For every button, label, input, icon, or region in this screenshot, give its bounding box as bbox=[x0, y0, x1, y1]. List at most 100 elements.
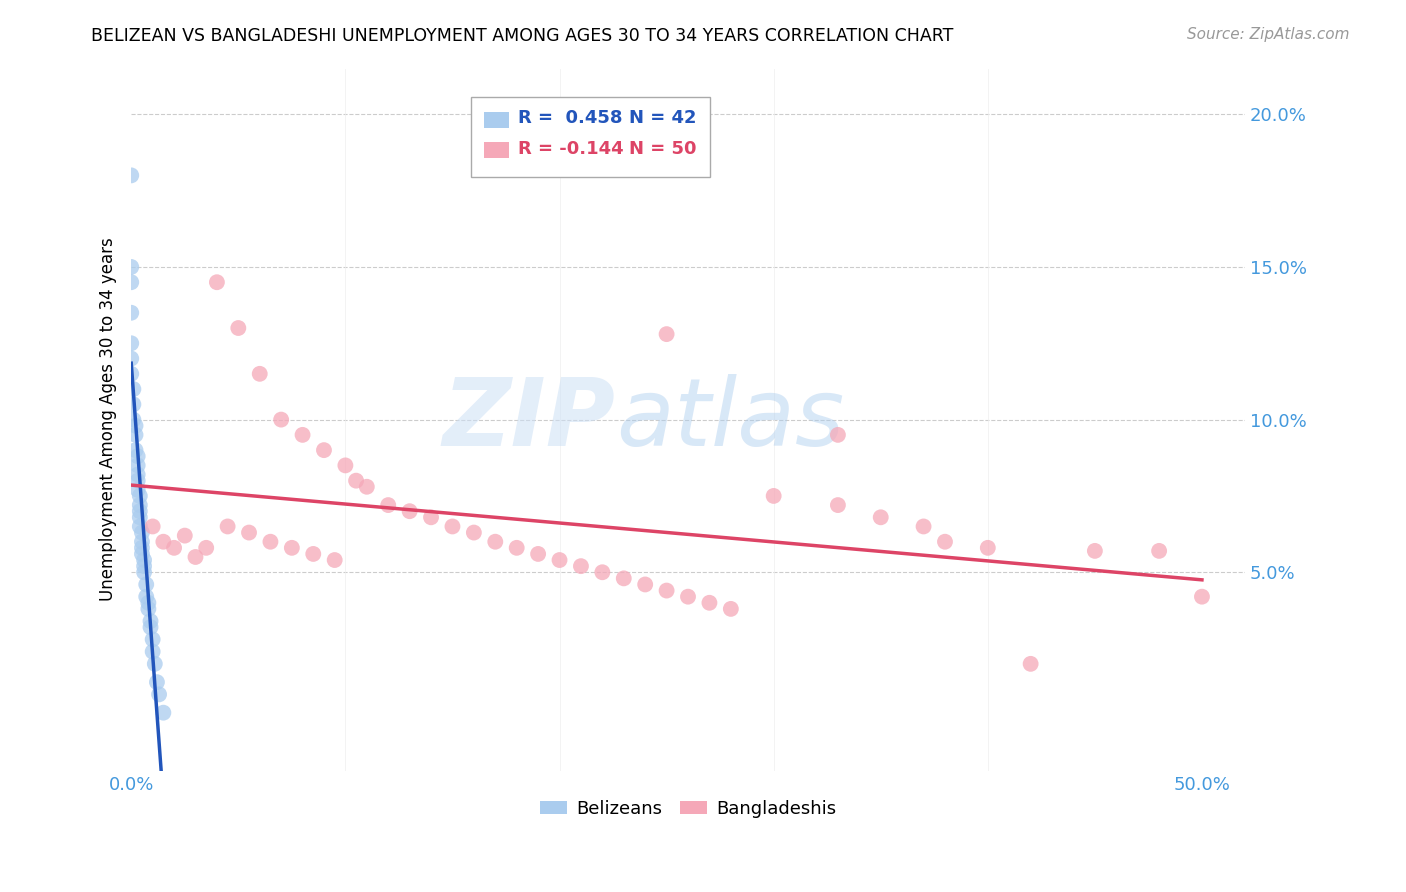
Point bbox=[548, 553, 571, 567]
Point bbox=[131, 541, 153, 555]
Point bbox=[142, 632, 165, 647]
Point bbox=[356, 480, 378, 494]
Point bbox=[152, 706, 174, 720]
Point bbox=[128, 489, 150, 503]
Point bbox=[132, 553, 155, 567]
Point bbox=[977, 541, 1000, 555]
Point bbox=[720, 602, 742, 616]
Point bbox=[259, 534, 281, 549]
Point bbox=[505, 541, 527, 555]
Point bbox=[912, 519, 935, 533]
Point bbox=[484, 534, 506, 549]
Y-axis label: Unemployment Among Ages 30 to 34 years: Unemployment Among Ages 30 to 34 years bbox=[100, 238, 117, 601]
Point bbox=[173, 528, 195, 542]
Point bbox=[217, 519, 239, 533]
FancyBboxPatch shape bbox=[471, 96, 710, 178]
Point bbox=[238, 525, 260, 540]
Text: BELIZEAN VS BANGLADESHI UNEMPLOYMENT AMONG AGES 30 TO 34 YEARS CORRELATION CHART: BELIZEAN VS BANGLADESHI UNEMPLOYMENT AMO… bbox=[91, 27, 953, 45]
Point bbox=[132, 559, 155, 574]
Text: ZIP: ZIP bbox=[443, 374, 616, 466]
Point bbox=[142, 519, 165, 533]
Point bbox=[127, 449, 149, 463]
Point bbox=[127, 483, 149, 497]
Text: R =  0.458: R = 0.458 bbox=[517, 110, 621, 128]
Point bbox=[676, 590, 699, 604]
Point bbox=[441, 519, 464, 533]
Point bbox=[131, 547, 153, 561]
Point bbox=[124, 418, 146, 433]
Point bbox=[869, 510, 891, 524]
Point bbox=[335, 458, 357, 473]
Point bbox=[344, 474, 367, 488]
Point bbox=[762, 489, 785, 503]
Point bbox=[120, 260, 142, 274]
Point bbox=[120, 351, 142, 366]
Point bbox=[138, 602, 160, 616]
Point bbox=[184, 549, 207, 564]
Point bbox=[195, 541, 218, 555]
Point bbox=[127, 467, 149, 482]
Legend: Belizeans, Bangladeshis: Belizeans, Bangladeshis bbox=[533, 792, 844, 825]
Point bbox=[634, 577, 657, 591]
Point bbox=[139, 614, 162, 628]
Point bbox=[122, 412, 145, 426]
Point bbox=[120, 275, 142, 289]
Point bbox=[1147, 544, 1170, 558]
Point bbox=[128, 504, 150, 518]
Point bbox=[249, 367, 271, 381]
Point bbox=[132, 566, 155, 580]
Point bbox=[124, 428, 146, 442]
Point bbox=[312, 443, 335, 458]
Point bbox=[163, 541, 186, 555]
Text: N = 50: N = 50 bbox=[628, 139, 696, 158]
Point bbox=[131, 534, 153, 549]
Point bbox=[827, 428, 849, 442]
Point bbox=[142, 645, 165, 659]
Point bbox=[527, 547, 550, 561]
Text: atlas: atlas bbox=[616, 374, 844, 465]
Point bbox=[128, 519, 150, 533]
Point bbox=[1191, 590, 1213, 604]
Text: N = 42: N = 42 bbox=[628, 110, 696, 128]
Point bbox=[122, 382, 145, 396]
FancyBboxPatch shape bbox=[484, 142, 509, 158]
Point bbox=[128, 510, 150, 524]
Point bbox=[291, 428, 314, 442]
Point bbox=[463, 525, 485, 540]
Point bbox=[377, 498, 399, 512]
Point bbox=[420, 510, 443, 524]
Point bbox=[281, 541, 304, 555]
Point bbox=[139, 620, 162, 634]
Point bbox=[127, 458, 149, 473]
Point bbox=[205, 275, 228, 289]
Point bbox=[128, 498, 150, 512]
Text: Source: ZipAtlas.com: Source: ZipAtlas.com bbox=[1187, 27, 1350, 42]
Point bbox=[699, 596, 721, 610]
Point bbox=[569, 559, 592, 574]
Point bbox=[138, 596, 160, 610]
Point bbox=[228, 321, 250, 335]
Point bbox=[127, 474, 149, 488]
FancyBboxPatch shape bbox=[484, 112, 509, 128]
Point bbox=[152, 534, 174, 549]
Point bbox=[135, 590, 157, 604]
Point bbox=[827, 498, 849, 512]
Point bbox=[1084, 544, 1107, 558]
Point bbox=[1019, 657, 1042, 671]
Point bbox=[655, 583, 678, 598]
Point bbox=[591, 566, 613, 580]
Point bbox=[120, 367, 142, 381]
Point bbox=[270, 412, 292, 426]
Point bbox=[655, 327, 678, 342]
Point bbox=[302, 547, 325, 561]
Text: R = -0.144: R = -0.144 bbox=[517, 139, 623, 158]
Point bbox=[122, 397, 145, 411]
Point bbox=[131, 525, 153, 540]
Point bbox=[146, 675, 169, 690]
Point bbox=[135, 577, 157, 591]
Point bbox=[143, 657, 166, 671]
Point bbox=[124, 443, 146, 458]
Point bbox=[323, 553, 346, 567]
Point bbox=[398, 504, 420, 518]
Point bbox=[120, 169, 142, 183]
